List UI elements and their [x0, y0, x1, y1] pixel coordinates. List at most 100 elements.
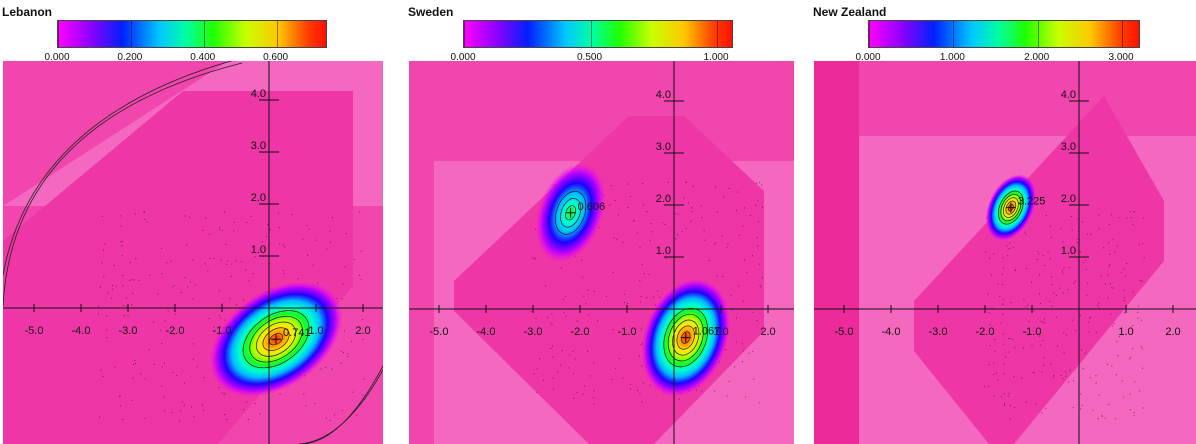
- observation-dot: [1040, 303, 1041, 305]
- observation-dot: [359, 274, 360, 276]
- observation-dot: [303, 393, 305, 395]
- observation-dot: [121, 240, 123, 242]
- observation-dot: [1097, 305, 1098, 306]
- observation-dot: [1112, 287, 1114, 289]
- observation-dot: [1036, 258, 1038, 260]
- observation-dot: [235, 260, 237, 262]
- colorbar-tick: [276, 21, 278, 47]
- observation-dot: [204, 263, 206, 265]
- observation-dot: [1010, 302, 1012, 304]
- observation-dot: [1088, 331, 1090, 333]
- observation-dot: [307, 254, 309, 256]
- observation-dot: [582, 393, 584, 395]
- observation-dot: [750, 214, 752, 216]
- observation-dot: [573, 397, 575, 399]
- observation-dot: [574, 358, 576, 360]
- observation-dot: [297, 278, 299, 280]
- observation-dot: [329, 241, 331, 243]
- y-tick-label: 2.0: [1061, 193, 1076, 205]
- observation-dot: [681, 231, 683, 233]
- observation-dot: [642, 382, 644, 384]
- observation-dot: [1039, 335, 1041, 337]
- observation-dot: [611, 379, 613, 381]
- observation-dot: [1079, 314, 1081, 316]
- observation-dot: [1139, 390, 1141, 392]
- observation-dot: [1008, 338, 1010, 339]
- observation-dot: [103, 276, 105, 278]
- observation-dot: [612, 329, 614, 331]
- observation-dot: [1008, 351, 1010, 353]
- colorbar-tick: [953, 21, 955, 47]
- observation-dot: [717, 211, 718, 213]
- observation-dot: [340, 350, 342, 352]
- observation-dot: [700, 205, 702, 207]
- observation-dot: [643, 273, 645, 275]
- observation-dot: [674, 213, 676, 215]
- observation-dot: [1108, 404, 1110, 406]
- colorbar-tick: [717, 21, 719, 47]
- observation-dot: [132, 377, 134, 379]
- observation-dot: [174, 313, 176, 315]
- x-tick-label: -1.0: [1023, 326, 1042, 338]
- colorbar-tick-label: 0.400: [190, 52, 216, 63]
- contour-line: [1000, 194, 1022, 222]
- observation-dot: [115, 285, 117, 287]
- observation-dot: [267, 224, 269, 226]
- observation-dot: [167, 310, 169, 312]
- observation-dot: [1031, 281, 1032, 283]
- observation-dot: [1129, 211, 1131, 213]
- observation-dot: [1021, 377, 1023, 379]
- colorbar-tick: [1122, 21, 1124, 47]
- observation-dot: [730, 294, 732, 296]
- observation-dot: [659, 297, 661, 298]
- peak-value-label: 0.606: [578, 201, 606, 213]
- observation-dot: [1013, 376, 1015, 378]
- x-tick-label: 2.0: [1165, 326, 1180, 338]
- observation-dot: [1043, 318, 1045, 320]
- observation-dot: [731, 309, 733, 311]
- observation-dot: [166, 262, 168, 264]
- colorbar-tick-label: 2.000: [1024, 52, 1050, 63]
- observation-dot: [1104, 417, 1106, 419]
- observation-dot: [989, 257, 990, 259]
- observation-dot: [1113, 323, 1115, 325]
- observation-dot: [993, 395, 995, 397]
- observation-dot: [568, 367, 570, 369]
- observation-dot: [1065, 334, 1067, 336]
- observation-dot: [1004, 403, 1005, 405]
- boundary-curve: [298, 369, 383, 444]
- observation-dot: [342, 352, 344, 354]
- colorbar-tick: [130, 21, 132, 47]
- observation-dot: [1086, 233, 1088, 235]
- observation-dot: [1115, 418, 1117, 420]
- observation-dot: [593, 362, 595, 364]
- observation-dot: [231, 263, 233, 265]
- observation-dot: [757, 199, 759, 201]
- observation-dot: [664, 224, 666, 226]
- observation-dot: [1010, 247, 1011, 249]
- observation-dot: [1008, 392, 1010, 394]
- observation-dot: [132, 293, 134, 294]
- observation-dot: [1002, 257, 1004, 259]
- observation-dot: [184, 277, 186, 279]
- observation-dot: [259, 413, 261, 415]
- observation-dot: [576, 320, 578, 322]
- observation-dot: [762, 206, 763, 208]
- observation-dot: [685, 227, 687, 229]
- observation-dot: [1090, 377, 1092, 379]
- observation-dot: [1007, 255, 1009, 257]
- observation-dot: [144, 211, 145, 213]
- observation-dot: [593, 290, 595, 292]
- observation-dot: [753, 378, 755, 380]
- observation-dot: [572, 373, 574, 375]
- observation-dot: [1014, 269, 1016, 271]
- observation-dot: [742, 361, 743, 363]
- observation-dot: [1084, 352, 1086, 354]
- observation-dot: [692, 185, 694, 187]
- observation-dot: [1097, 418, 1099, 420]
- observation-dot: [726, 395, 728, 397]
- density-region: [814, 61, 859, 444]
- observation-dot: [648, 274, 650, 276]
- observation-dot: [269, 229, 271, 231]
- observation-dot: [1075, 330, 1077, 331]
